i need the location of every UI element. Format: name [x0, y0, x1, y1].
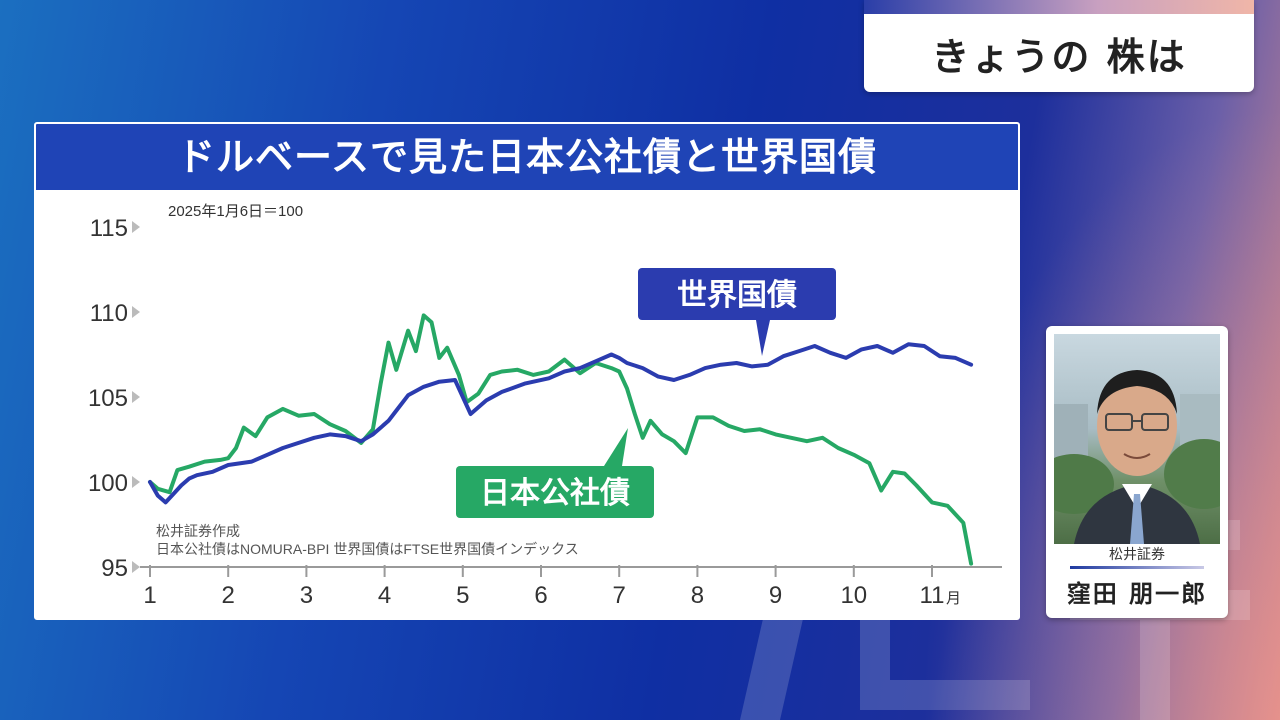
y-tick-arrow [132, 561, 140, 573]
x-unit-label: 月 [946, 590, 961, 607]
series-line-world-bond [148, 342, 974, 505]
y-tick-label: 115 [90, 215, 128, 242]
program-title-box: きょうの 株は [864, 0, 1254, 92]
x-tick-label: 4 [378, 582, 391, 609]
series-label-world-bond: 世界国債 [638, 268, 836, 356]
x-tick-label: 7 [613, 582, 626, 609]
y-tick-label: 95 [101, 555, 128, 582]
chart-title: ドルベースで見た日本公社債と世界国債 [36, 124, 1018, 190]
title-accent-bar [864, 0, 1254, 14]
y-tick-arrow [132, 476, 140, 488]
base-note: 2025年1月6日＝100 [168, 203, 303, 220]
source-note-2: 日本公社債はNOMURA-BPI 世界国債はFTSE世界国債インデックス [156, 541, 579, 557]
y-tick-arrow [132, 221, 140, 233]
x-tick-label: 3 [300, 582, 313, 609]
program-title: きょうの 株は [931, 35, 1187, 79]
svg-text:世界国債: 世界国債 [677, 279, 797, 312]
x-tick-label: 1 [143, 582, 156, 609]
commentator-org: 松井証券 [1109, 547, 1165, 563]
y-tick-label: 110 [90, 300, 128, 327]
y-tick-label: 105 [88, 385, 128, 412]
x-tick-label: 8 [691, 582, 704, 609]
line-chart: 2025年1月6日＝100 松井証券作成 日本公社債はNOMURA-BPI 世界… [88, 203, 1002, 609]
org-underline [1070, 566, 1204, 569]
x-tick-label: 11 [920, 582, 945, 609]
series-line-japan-bond [148, 313, 974, 566]
commentator-name: 窪田 朋一郎 [1066, 580, 1208, 608]
series-label-japan-bond: 日本公社債 [456, 428, 654, 518]
y-tick-arrow [132, 391, 140, 403]
commentator-card: 松井証券 窪田 朋一郎 [1046, 326, 1228, 618]
source-note-1: 松井証券作成 [156, 523, 240, 539]
y-tick-arrow [132, 306, 140, 318]
svg-text:日本公社債: 日本公社債 [480, 477, 630, 510]
x-tick-label: 2 [222, 582, 235, 609]
x-tick-label: 9 [769, 582, 782, 609]
y-tick-label: 100 [88, 470, 128, 497]
commentator-photo [1054, 334, 1220, 544]
x-tick-label: 5 [456, 582, 469, 609]
x-tick-label: 10 [840, 582, 867, 609]
chart-panel: ドルベースで見た日本公社債と世界国債 2025年1月6日＝100 松井証券作成 … [34, 122, 1020, 620]
x-tick-label: 6 [534, 582, 547, 609]
